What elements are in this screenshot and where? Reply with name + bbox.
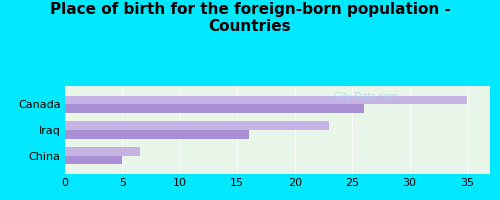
Bar xyxy=(65,156,122,164)
Bar xyxy=(65,96,467,104)
Bar xyxy=(65,130,249,139)
Bar xyxy=(65,104,364,113)
Bar xyxy=(65,147,140,156)
Text: City-Data.com: City-Data.com xyxy=(328,92,398,101)
Text: Place of birth for the foreign-born population -
Countries: Place of birth for the foreign-born popu… xyxy=(50,2,450,34)
Bar xyxy=(65,121,329,130)
